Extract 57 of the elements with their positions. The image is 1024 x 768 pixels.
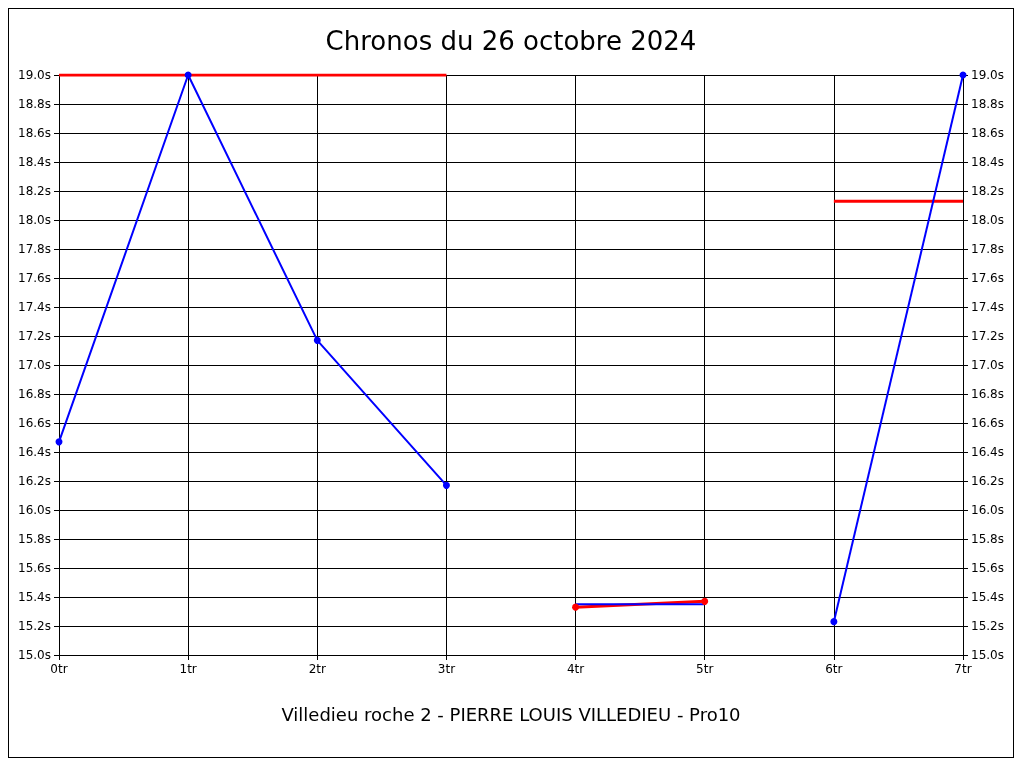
x-axis-title: Villedieu roche 2 - PIERRE LOUIS VILLEDIEU - Pro10 — [281, 703, 741, 725]
y-tick-label: 16.0s — [18, 503, 51, 517]
y2-tick-label: 18.8s — [971, 97, 1004, 111]
y2-tick-label: 17.0s — [971, 358, 1004, 372]
y-tick-label: 18.8s — [18, 97, 51, 111]
x-tick-label: 6tr — [825, 662, 843, 676]
y-tick-label: 19.0s — [18, 68, 51, 82]
y-tick-label: 15.0s — [18, 648, 51, 662]
y-tick-label: 16.8s — [18, 387, 51, 401]
y2-tick-label: 15.2s — [971, 619, 1004, 633]
x-tick-label: 7tr — [954, 662, 972, 676]
y2-tick-label: 18.4s — [971, 155, 1004, 169]
y-tick-label: 16.4s — [18, 445, 51, 459]
y2-tick-label: 16.2s — [971, 474, 1004, 488]
y2-tick-label: 18.6s — [971, 126, 1004, 140]
x-tick-label: 3tr — [437, 662, 456, 676]
y-tick-label: 17.0s — [18, 358, 51, 372]
y-tick-label: 18.2s — [18, 184, 51, 198]
point — [701, 597, 709, 605]
y2-tick-label: 17.6s — [971, 271, 1004, 285]
y2-tick-label: 19.0s — [971, 68, 1004, 82]
point — [313, 336, 321, 344]
y2-tick-label: 17.2s — [971, 329, 1004, 343]
y2-tick-label: 17.4s — [971, 300, 1004, 314]
y-tick-label: 18.4s — [18, 155, 51, 169]
y-tick-label: 17.4s — [18, 300, 51, 314]
point — [442, 481, 450, 489]
y-tick-label: 16.2s — [18, 474, 51, 488]
y2-tick-label: 15.4s — [971, 590, 1004, 604]
y2-tick-label: 15.0s — [971, 648, 1004, 662]
point — [830, 618, 838, 626]
y-tick-label: 15.4s — [18, 590, 51, 604]
x-tick-label: 5tr — [696, 662, 714, 676]
y2-tick-label: 18.0s — [971, 213, 1004, 227]
y-tick-label: 17.6s — [18, 271, 51, 285]
y2-tick-label: 16.4s — [971, 445, 1004, 459]
y-tick-label: 15.6s — [18, 561, 51, 575]
y2-tick-label: 15.8s — [971, 532, 1004, 546]
y-tick-label: 18.6s — [18, 126, 51, 140]
x-tick-label: 1tr — [179, 662, 197, 676]
y2-tick-label: 16.0s — [971, 503, 1004, 517]
y2-tick-label: 15.6s — [971, 561, 1004, 575]
y-tick-label: 15.8s — [18, 532, 51, 546]
y2-tick-label: 17.8s — [971, 242, 1004, 256]
y2-tick-label: 16.6s — [971, 416, 1004, 430]
y2-tick-label: 18.2s — [971, 184, 1004, 198]
y-tick-label: 17.2s — [18, 329, 51, 343]
y-tick-label: 18.0s — [18, 213, 51, 227]
chart-title: Chronos du 26 octobre 2024 — [325, 26, 697, 56]
y-tick-label: 16.6s — [18, 416, 51, 430]
x-tick-label: 2tr — [308, 662, 326, 676]
y2-tick-label: 16.8s — [971, 387, 1004, 401]
point — [572, 603, 580, 611]
y-tick-label: 17.8s — [18, 242, 51, 256]
y-tick-label: 15.2s — [18, 619, 51, 633]
x-tick-label: 4tr — [566, 662, 585, 676]
x-tick-label: 0tr — [50, 662, 68, 676]
